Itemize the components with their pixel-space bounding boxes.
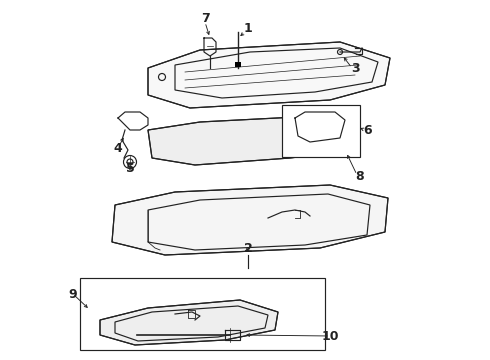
- Text: 2: 2: [244, 242, 252, 255]
- Text: 6: 6: [364, 123, 372, 136]
- Text: 5: 5: [125, 162, 134, 175]
- Text: 7: 7: [200, 12, 209, 24]
- Text: 4: 4: [114, 141, 122, 154]
- Text: 8: 8: [356, 170, 364, 183]
- Circle shape: [295, 135, 305, 145]
- Polygon shape: [100, 300, 278, 345]
- Text: 10: 10: [321, 329, 339, 342]
- Text: 9: 9: [69, 288, 77, 301]
- Polygon shape: [112, 185, 388, 255]
- Bar: [80, 278, 325, 350]
- Text: 3: 3: [351, 62, 359, 75]
- Bar: [235, 62, 241, 67]
- Text: 1: 1: [244, 22, 252, 35]
- Polygon shape: [148, 115, 358, 165]
- Bar: [282, 105, 360, 157]
- Polygon shape: [148, 42, 390, 108]
- Circle shape: [344, 146, 348, 150]
